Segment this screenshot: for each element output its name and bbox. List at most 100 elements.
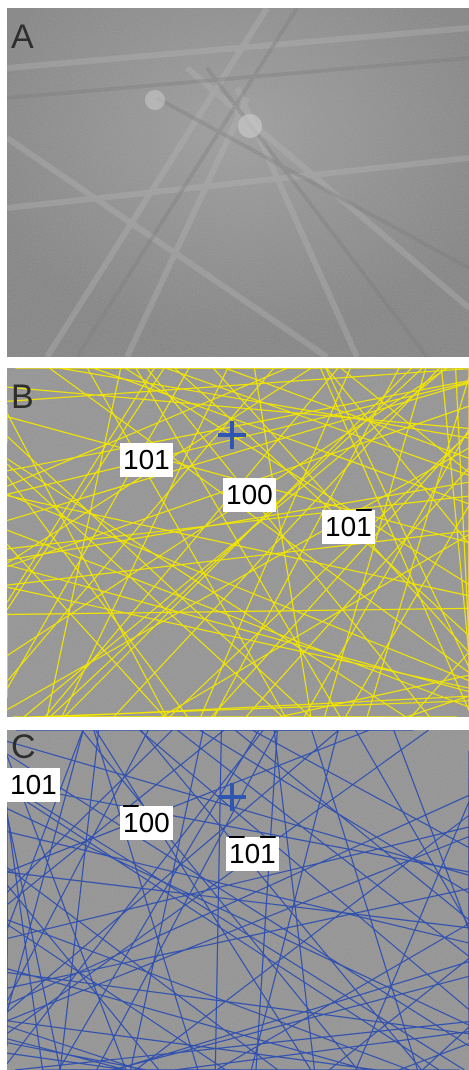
kikuchi-line bbox=[7, 530, 469, 586]
kikuchi-line bbox=[111, 975, 469, 1070]
kikuchi-line bbox=[406, 695, 469, 717]
kikuchi-line bbox=[7, 831, 469, 944]
kikuchi-line bbox=[44, 368, 339, 717]
kikuchi-line bbox=[216, 923, 469, 1070]
kikuchi-lines-yellow bbox=[7, 368, 469, 717]
kikuchi-line bbox=[95, 730, 278, 1070]
kikuchi-line bbox=[7, 826, 469, 940]
kikuchi-line bbox=[61, 368, 229, 717]
kikuchi-line bbox=[398, 1043, 469, 1070]
kikuchi-line bbox=[214, 730, 222, 1070]
kikuchi-line bbox=[7, 814, 61, 1070]
kikuchi-line bbox=[251, 730, 469, 849]
panel-label-c: C bbox=[11, 730, 36, 766]
kikuchi-line bbox=[113, 961, 469, 1070]
kikuchi-line bbox=[199, 730, 469, 894]
kikuchi-line bbox=[213, 368, 400, 717]
kikuchi-line bbox=[7, 730, 370, 873]
kikuchi-line bbox=[7, 564, 469, 693]
kikuchi-line bbox=[7, 730, 84, 930]
kikuchi-line bbox=[224, 368, 469, 459]
panel-label-b: B bbox=[11, 378, 34, 416]
kikuchi-line bbox=[7, 368, 165, 611]
panel-b-indexed-yellow: B 101 100 101 bbox=[7, 368, 469, 717]
kikuchi-line bbox=[14, 1021, 469, 1070]
kikuchi-line bbox=[7, 368, 288, 487]
kikuchi-line bbox=[7, 493, 469, 682]
kikuchi-line bbox=[393, 730, 469, 931]
kikuchi-line bbox=[7, 968, 368, 1070]
kikuchi-line bbox=[135, 814, 469, 1070]
kikuchi-line bbox=[253, 368, 312, 717]
kikuchi-line bbox=[7, 888, 469, 989]
kikuchi-line bbox=[7, 495, 469, 597]
pattern-center-cross-icon bbox=[218, 421, 246, 449]
kikuchi-line bbox=[23, 368, 447, 717]
kikuchi-line bbox=[7, 884, 160, 1070]
kikuchi-line bbox=[7, 543, 166, 717]
kikuchi-line bbox=[326, 368, 469, 545]
kikuchi-line bbox=[7, 835, 469, 1022]
kikuchi-line bbox=[7, 607, 469, 616]
kikuchi-lines-blue bbox=[7, 730, 469, 1070]
kikuchi-line bbox=[410, 651, 469, 717]
kikuchi-line bbox=[7, 1025, 141, 1070]
kikuchi-line bbox=[165, 368, 469, 476]
pattern-image bbox=[7, 8, 469, 357]
index-label-1bar-0-1bar: 101 bbox=[226, 837, 279, 871]
kikuchi-line bbox=[440, 368, 469, 656]
index-label-1bar-00: 100 bbox=[120, 806, 173, 840]
kikuchi-line bbox=[7, 788, 440, 1070]
kikuchi-line bbox=[421, 1026, 469, 1070]
kikuchi-line bbox=[176, 730, 469, 957]
kikuchi-line bbox=[7, 755, 127, 1070]
kikuchi-line bbox=[46, 368, 122, 717]
kikuchi-line bbox=[139, 730, 469, 1011]
kikuchi-line bbox=[58, 730, 260, 1070]
panel-a-pattern: A bbox=[7, 8, 469, 357]
index-label-101: 101 bbox=[120, 443, 173, 477]
kikuchi-line bbox=[7, 435, 312, 717]
kikuchi-line bbox=[311, 730, 419, 1070]
kikuchi-line bbox=[7, 730, 429, 1035]
kikuchi-line bbox=[7, 1042, 147, 1070]
kikuchi-line bbox=[344, 505, 469, 717]
kikuchi-line bbox=[366, 376, 469, 717]
index-label-101: 101 bbox=[7, 768, 60, 802]
kikuchi-line bbox=[7, 381, 469, 495]
kikuchi-line bbox=[7, 1020, 378, 1070]
panel-c-indexed-blue: C 101 100 101 bbox=[7, 730, 469, 1070]
pattern-center-cross-icon bbox=[218, 783, 246, 811]
index-label-10-1bar: 101 bbox=[322, 510, 375, 544]
kikuchi-line bbox=[140, 730, 423, 1070]
kikuchi-line bbox=[7, 730, 84, 1013]
kikuchi-line bbox=[7, 1052, 128, 1070]
kikuchi-line bbox=[130, 730, 204, 1070]
kikuchi-line bbox=[7, 923, 227, 1070]
kikuchi-line bbox=[7, 971, 469, 1035]
kikuchi-line bbox=[146, 368, 431, 717]
kikuchi-line bbox=[7, 871, 469, 929]
kikuchi-line bbox=[245, 467, 469, 717]
kikuchi-line bbox=[7, 368, 155, 603]
panel-label-a: A bbox=[11, 18, 34, 56]
kikuchi-line bbox=[7, 447, 469, 711]
kikuchi-line bbox=[7, 740, 469, 876]
kikuchi-line bbox=[210, 430, 469, 717]
kikuchi-line bbox=[124, 368, 469, 586]
kikuchi-line bbox=[93, 730, 199, 1070]
kikuchi-line bbox=[135, 368, 341, 717]
kikuchi-line bbox=[29, 700, 469, 717]
kikuchi-line bbox=[113, 368, 440, 717]
kikuchi-line bbox=[7, 867, 279, 1070]
kikuchi-line bbox=[7, 812, 44, 1070]
kikuchi-line bbox=[7, 412, 168, 717]
kikuchi-line bbox=[81, 730, 359, 1070]
kikuchi-line bbox=[49, 368, 423, 717]
kikuchi-line bbox=[161, 533, 469, 717]
kikuchi-line bbox=[174, 368, 469, 637]
kikuchi-line bbox=[234, 730, 469, 921]
kikuchi-line bbox=[59, 368, 469, 439]
kikuchi-line bbox=[169, 432, 469, 717]
kikuchi-line bbox=[7, 458, 407, 717]
